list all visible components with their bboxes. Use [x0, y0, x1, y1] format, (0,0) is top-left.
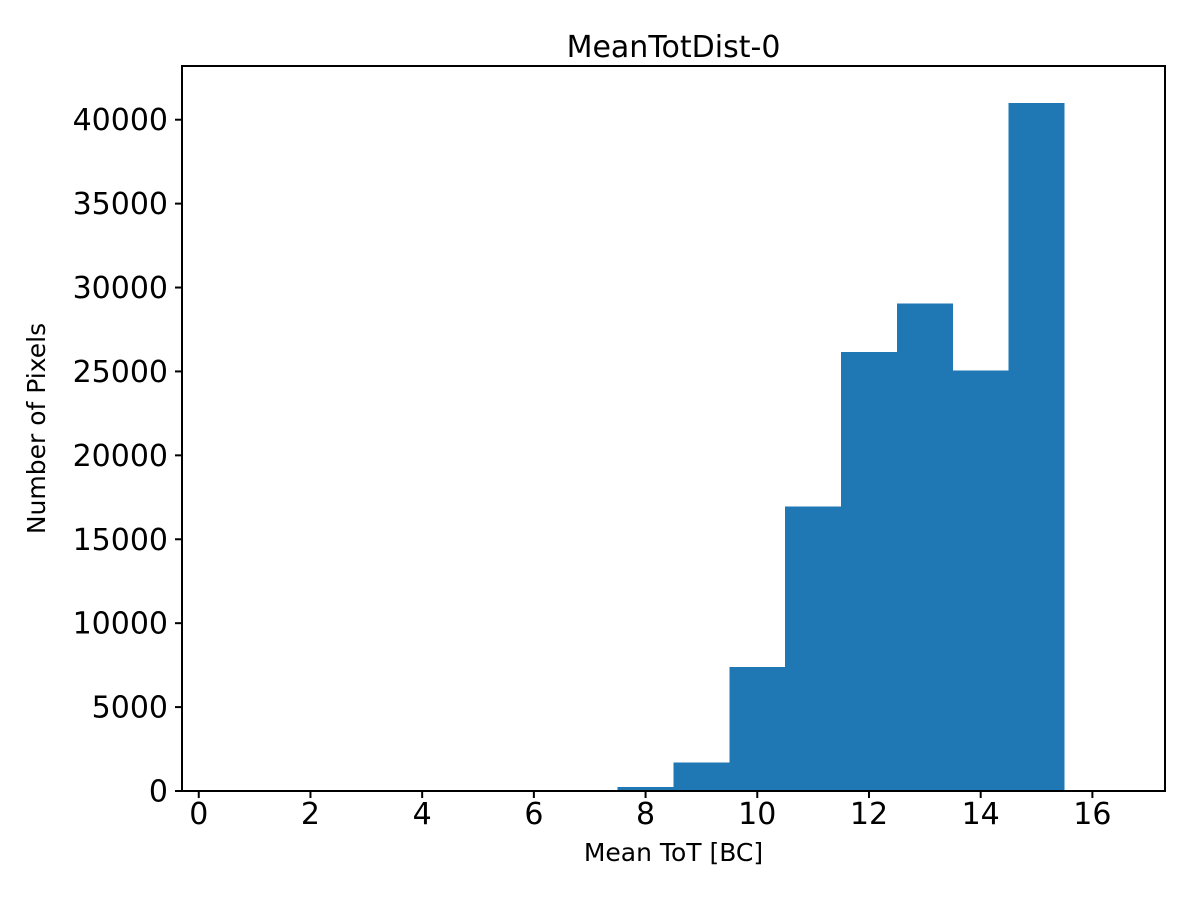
x-tick-label: 8: [636, 797, 655, 832]
x-tick-label: 2: [301, 797, 320, 832]
x-tick-label: 4: [413, 797, 432, 832]
histogram-bar: [673, 762, 730, 791]
histogram-bars-group: [617, 102, 1065, 792]
y-tick-label: 15000: [73, 523, 168, 558]
histogram-bar: [729, 666, 786, 791]
histogram-bar: [617, 786, 674, 791]
x-tick-label: 12: [850, 797, 888, 832]
x-tick-label: 10: [738, 797, 776, 832]
y-tick-label: 30000: [73, 271, 168, 306]
y-tick-label: 10000: [73, 607, 168, 642]
x-axis-ticks-group: 0 2 4 6 8 10 12 14 16: [189, 791, 1111, 832]
histogram-bar: [952, 370, 1009, 791]
axes-frame: [181, 65, 1166, 792]
y-axis-ticks-group: 0 5000 10000 15000 20000 25000 30000 35000 40000: [73, 103, 182, 810]
y-axis-label: Number of Pixels: [22, 323, 51, 534]
y-tick-label: 25000: [73, 355, 168, 390]
chart-title: MeanTotDist-0: [567, 30, 781, 65]
histogram-bar: [1008, 102, 1065, 792]
y-tick-label: 5000: [92, 691, 168, 726]
y-tick-label: 20000: [73, 439, 168, 474]
histogram-bar: [896, 303, 953, 791]
histogram-bar: [785, 506, 842, 791]
histogram-bar: [841, 352, 897, 791]
y-tick-label: 35000: [73, 187, 168, 222]
y-tick-label: 40000: [73, 103, 168, 138]
x-tick-label: 16: [1073, 797, 1111, 832]
x-tick-label: 0: [189, 797, 208, 832]
x-tick-label: 6: [524, 797, 543, 832]
x-tick-label: 14: [962, 797, 1000, 832]
x-axis-label: Mean ToT [BC]: [584, 838, 763, 867]
y-tick-label: 0: [149, 775, 168, 810]
